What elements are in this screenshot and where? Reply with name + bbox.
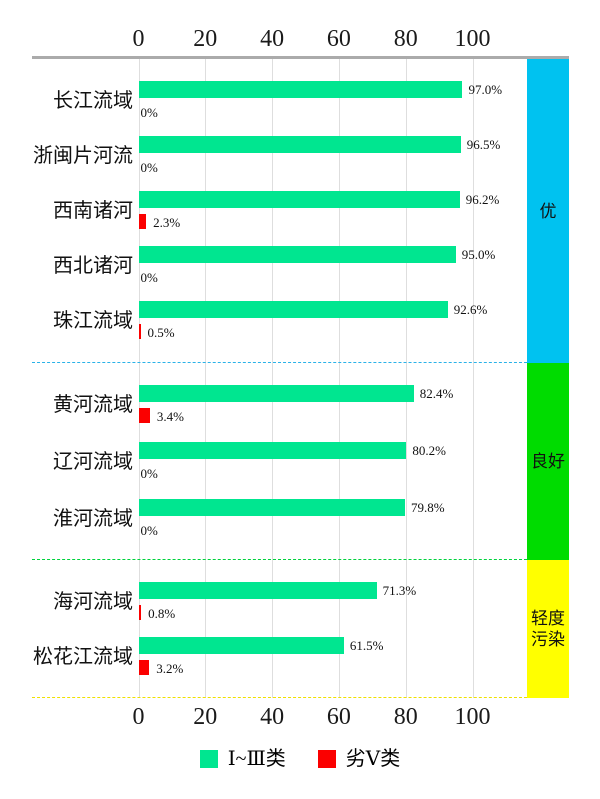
gridline-0 [138, 59, 140, 698]
top-axis-line [32, 56, 569, 59]
category-label-3: 西北诸河 [53, 255, 133, 277]
bottom-axis-tick-0: 0 [132, 704, 145, 730]
band-1: 良好 [527, 363, 569, 560]
value-label-worse-than-class5-4: 0.5% [147, 324, 175, 340]
value-label-worse-than-class5-2: 2.3% [153, 214, 181, 230]
value-label-class1-3-8: 71.3% [382, 583, 417, 598]
value-label-worse-than-class5-0: 0% [140, 104, 158, 120]
bar-class1-3-8 [138, 582, 377, 599]
bar-class1-3-3 [138, 246, 456, 263]
bar-worse-than-class5-8 [138, 605, 142, 620]
legend-label-worse-than-class5: 劣Ⅴ类 [345, 748, 401, 770]
legend-item-class1-3: Ⅰ~Ⅲ类 [199, 747, 286, 771]
value-label-class1-3-3: 95.0% [461, 247, 496, 262]
band-2: 轻度 污染 [527, 560, 569, 698]
bar-class1-3-4 [138, 301, 448, 318]
legend-label-class1-3: Ⅰ~Ⅲ类 [227, 748, 286, 770]
value-label-worse-than-class5-3: 0% [140, 269, 158, 285]
top-axis-tick-0: 0 [132, 26, 145, 52]
gridline-80 [405, 59, 407, 698]
value-label-worse-than-class5-5: 3.4% [156, 408, 184, 424]
chart-legend: Ⅰ~Ⅲ类 劣Ⅴ类 [0, 747, 600, 771]
value-label-class1-3-0: 97.0% [468, 82, 503, 97]
value-label-worse-than-class5-9: 3.2% [156, 660, 184, 676]
value-label-class1-3-4: 92.6% [453, 302, 488, 317]
top-axis-tick-80: 80 [393, 26, 418, 52]
bar-worse-than-class5-2 [138, 214, 147, 229]
value-label-worse-than-class5-6: 0% [140, 465, 158, 481]
band-label-2: 轻度 污染 [531, 609, 565, 649]
value-label-class1-3-9: 61.5% [349, 638, 384, 653]
value-label-worse-than-class5-8: 0.8% [148, 605, 176, 621]
bar-worse-than-class5-5 [138, 408, 150, 423]
top-axis-tick-60: 60 [326, 26, 351, 52]
bar-class1-3-0 [138, 81, 463, 98]
bottom-axis-tick-100: 100 [454, 704, 491, 730]
gridline-20 [205, 59, 207, 698]
value-label-class1-3-1: 96.5% [466, 137, 501, 152]
legend-item-worse-than-class5: 劣Ⅴ类 [317, 747, 401, 771]
section-divider-0 [32, 362, 527, 363]
category-label-8: 海河流域 [53, 591, 133, 613]
band-0: 优 [527, 59, 569, 363]
band-label-0: 优 [539, 201, 557, 221]
top-axis-tick-40: 40 [260, 26, 285, 52]
section-divider-2 [32, 697, 527, 698]
category-label-6: 辽河流域 [53, 451, 133, 473]
value-label-class1-3-7: 79.8% [411, 500, 445, 515]
gridline-60 [338, 59, 340, 698]
bar-worse-than-class5-9 [138, 660, 150, 675]
category-label-7: 淮河流域 [53, 508, 133, 530]
category-label-0: 长江流域 [53, 90, 133, 112]
category-label-4: 珠江流域 [53, 310, 133, 332]
legend-swatch-worse-than-class5 [317, 750, 336, 768]
value-label-worse-than-class5-7: 0% [140, 522, 158, 538]
bottom-axis-tick-80: 80 [393, 704, 418, 730]
category-label-5: 黄河流域 [53, 394, 133, 416]
category-label-2: 西南诸河 [53, 200, 133, 222]
bar-worse-than-class5-4 [138, 324, 141, 339]
bottom-axis-tick-60: 60 [326, 704, 351, 730]
value-label-class1-3-6: 80.2% [412, 443, 446, 458]
value-label-class1-3-5: 82.4% [419, 386, 454, 401]
bottom-axis-tick-20: 20 [193, 704, 218, 730]
bar-class1-3-5 [138, 385, 414, 402]
bar-class1-3-6 [138, 442, 407, 459]
bar-class1-3-7 [138, 499, 406, 516]
bottom-axis-tick-40: 40 [260, 704, 285, 730]
band-label-1: 良好 [531, 452, 565, 471]
top-axis-tick-100: 100 [454, 26, 491, 52]
bar-class1-3-2 [138, 191, 460, 208]
bar-class1-3-1 [138, 136, 461, 153]
category-label-9: 松花江流域 [33, 646, 133, 668]
top-axis-tick-20: 20 [193, 26, 218, 52]
category-label-1: 浙闽片河流 [33, 145, 133, 167]
section-divider-1 [32, 559, 527, 560]
value-label-class1-3-2: 96.2% [465, 192, 500, 207]
gridline-100 [472, 59, 474, 698]
gridline-40 [272, 59, 274, 698]
legend-swatch-class1-3 [199, 750, 218, 768]
bar-class1-3-9 [138, 637, 344, 654]
value-label-worse-than-class5-1: 0% [140, 159, 158, 175]
